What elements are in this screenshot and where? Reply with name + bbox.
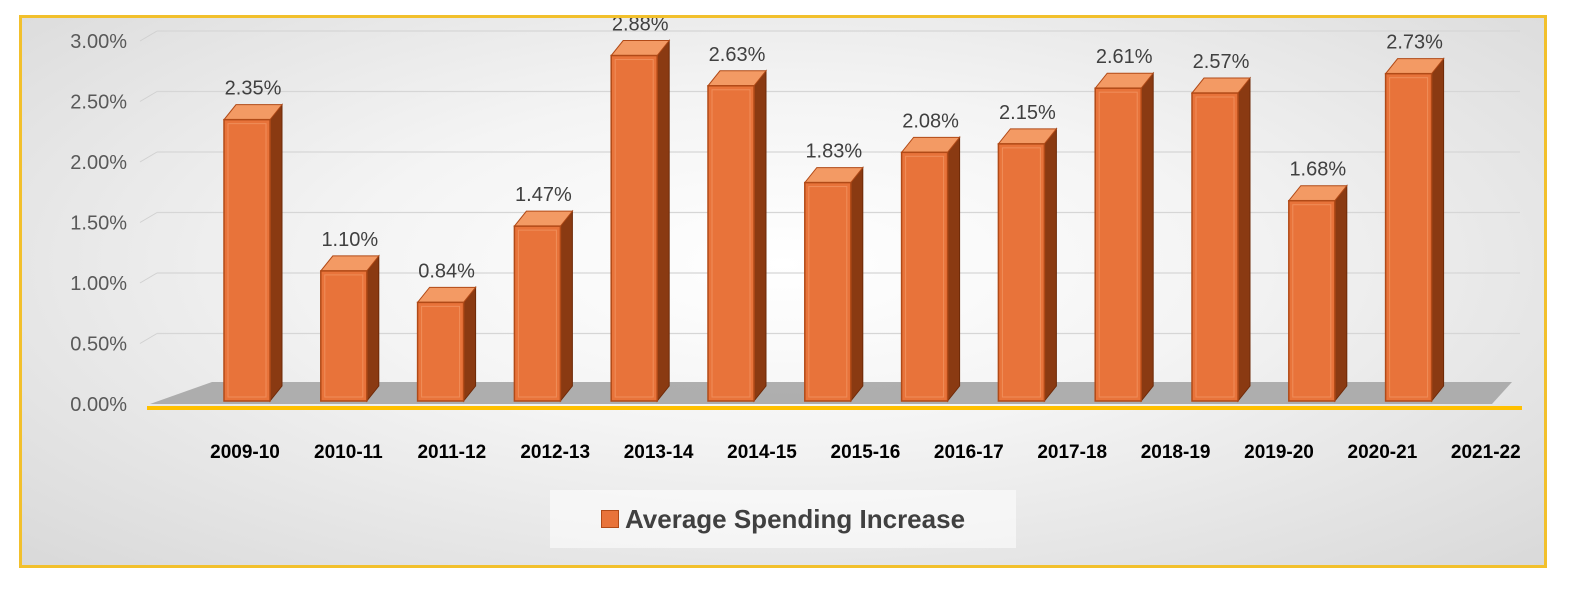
x-tick-label: 2020-21 — [1348, 442, 1418, 463]
bar-side — [366, 254, 380, 403]
x-tick-label: 2009-10 — [210, 442, 280, 463]
y-tick-label: 2.50% — [70, 92, 127, 114]
data-label: 2.88% — [612, 18, 669, 36]
x-tick-label: 2016-17 — [934, 442, 1004, 463]
bar-highlight — [1389, 77, 1429, 398]
bar-side — [1431, 57, 1445, 403]
bar-highlight — [517, 229, 557, 398]
legend: Average Spending Increase — [550, 490, 1016, 548]
bar — [223, 118, 271, 402]
data-label: 1.47% — [515, 184, 572, 206]
x-tick-label: 2015-16 — [831, 442, 901, 463]
bar — [1191, 92, 1239, 402]
gridline-diagonal — [139, 272, 158, 284]
data-label: 1.83% — [805, 141, 862, 163]
bar — [707, 85, 755, 402]
bar-highlight — [324, 274, 364, 398]
data-label: 2.63% — [709, 44, 766, 66]
data-label: 2.61% — [1096, 46, 1153, 68]
y-tick-label: 0.50% — [70, 334, 127, 356]
bar — [513, 225, 562, 402]
data-label: 2.73% — [1386, 32, 1443, 54]
gridline-diagonal — [139, 151, 158, 163]
bar-side — [850, 166, 864, 403]
bar-highlight — [808, 186, 848, 398]
bar — [1288, 199, 1336, 402]
bar-side — [753, 69, 767, 403]
bar-highlight — [905, 155, 945, 398]
chart-frame: 0.00% 0.50% 1.00% 1.50% 2.00% 2.50% 3.00% 2.35%… — [19, 15, 1547, 568]
bar-chart: 0.00% 0.50% 1.00% 1.50% 2.00% 2.50% 3.00% 2.35%… — [70, 18, 1522, 463]
x-tick-label: 2014-15 — [727, 442, 797, 463]
bar-highlight — [1001, 147, 1041, 398]
legend-swatch — [600, 510, 619, 528]
data-label: 2.08% — [902, 110, 959, 132]
gridline-diagonal — [139, 333, 158, 344]
bar — [320, 270, 368, 402]
bar-side — [1140, 71, 1154, 403]
bar — [997, 143, 1046, 402]
bar — [416, 301, 465, 402]
x-tick-label: 2013-14 — [624, 442, 694, 463]
data-label: 1.10% — [321, 229, 378, 251]
bar — [1094, 87, 1142, 402]
bar-highlight — [421, 305, 461, 398]
bar-highlight — [227, 123, 267, 398]
bar-side — [463, 285, 477, 403]
bar — [900, 151, 949, 402]
bar-side — [656, 39, 670, 403]
bar-highlight — [614, 59, 654, 398]
gridline-diagonal — [139, 91, 158, 102]
data-label: 1.68% — [1289, 159, 1346, 181]
bar — [804, 181, 852, 402]
bar-side — [269, 103, 283, 403]
bar-highlight — [1098, 91, 1138, 398]
gridline-diagonal — [139, 30, 158, 42]
bar-highlight — [1195, 96, 1235, 398]
bar-side — [1237, 76, 1251, 403]
y-tick-label: 0.00% — [70, 394, 127, 416]
bar-side — [1043, 127, 1057, 403]
bar-side — [947, 135, 961, 403]
x-tick-label: 2018-19 — [1141, 442, 1211, 463]
data-label: 2.35% — [225, 78, 282, 100]
y-tick-label: 3.00% — [70, 31, 127, 53]
x-tick-label: 2021-22 — [1451, 442, 1521, 463]
bar — [610, 54, 658, 402]
x-tick-label: 2017-18 — [1037, 442, 1107, 463]
y-tick-label: 1.50% — [70, 213, 127, 235]
bar — [1384, 72, 1433, 402]
legend-label: Average Spending Increase — [624, 503, 966, 534]
y-tick-label: 2.00% — [70, 152, 127, 174]
gridline-diagonal — [139, 212, 158, 223]
bar-highlight — [1292, 204, 1332, 398]
x-tick-label: 2010-11 — [314, 442, 383, 463]
data-label: 0.84% — [418, 260, 475, 282]
bar-side — [559, 209, 573, 403]
data-label: 2.57% — [1193, 51, 1250, 73]
x-tick-label: 2011-12 — [417, 442, 486, 463]
bar-highlight — [711, 89, 751, 398]
y-tick-label: 1.00% — [70, 273, 127, 295]
data-label: 2.15% — [999, 102, 1056, 124]
x-tick-label: 2019-20 — [1244, 442, 1314, 463]
bar-side — [1334, 184, 1348, 403]
x-tick-label: 2012-13 — [520, 442, 590, 463]
